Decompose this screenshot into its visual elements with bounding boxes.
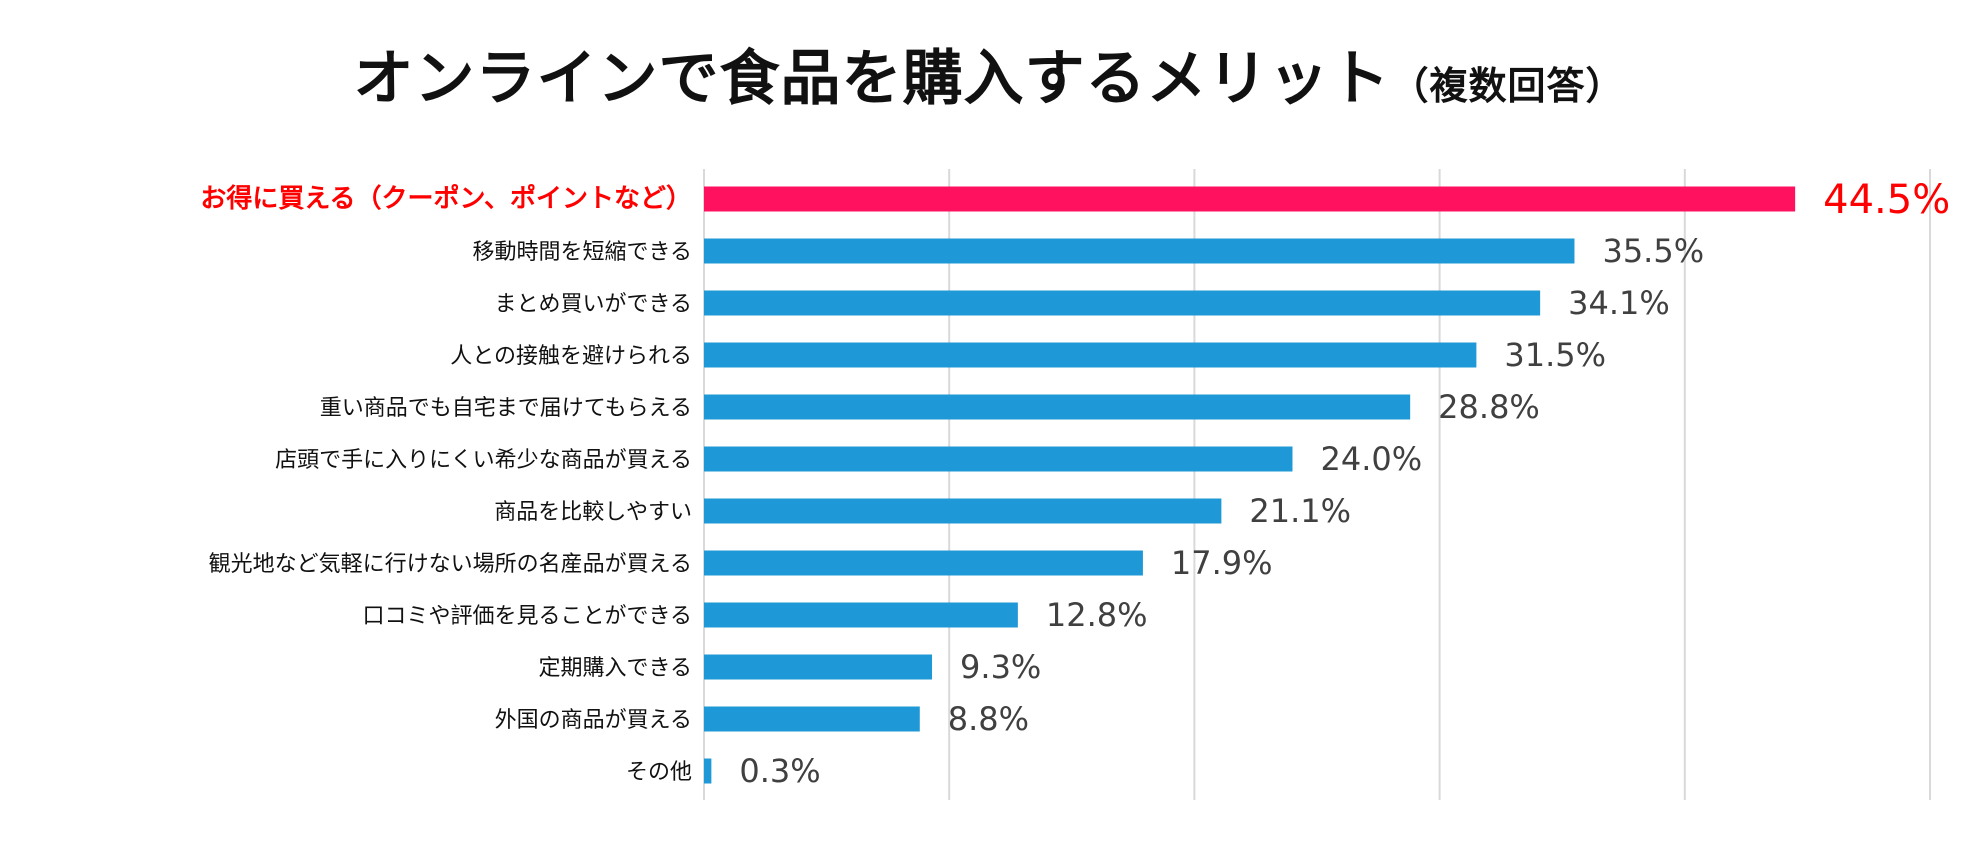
bar bbox=[704, 550, 1143, 576]
bar bbox=[704, 602, 1018, 628]
title-main: オンラインで食品を購入するメリット bbox=[353, 44, 1391, 114]
category-label: 口コミや評価を見ることができる bbox=[362, 604, 692, 629]
bar bbox=[704, 446, 1293, 472]
data-label: 34.1% bbox=[1568, 284, 1670, 322]
category-label: 移動時間を短縮できる bbox=[472, 240, 692, 265]
data-label: 12.8% bbox=[1046, 596, 1148, 634]
category-label: 外国の商品が買える bbox=[495, 708, 692, 733]
category-label: 重い商品でも自宅まで届けてもらえる bbox=[320, 396, 692, 421]
data-label: 17.9% bbox=[1171, 544, 1273, 582]
category-label: お得に買える（クーポン、ポイントなど） bbox=[200, 183, 692, 214]
data-label: 0.3% bbox=[739, 752, 820, 790]
bar bbox=[704, 394, 1411, 420]
bar bbox=[704, 186, 1796, 212]
category-label: 商品を比較しやすい bbox=[494, 500, 692, 525]
title-subtitle: （複数回答） bbox=[1390, 64, 1625, 108]
category-label: その他 bbox=[626, 760, 692, 785]
bar bbox=[704, 706, 920, 732]
bar bbox=[704, 498, 1222, 524]
category-label: 人との接触を避けられる bbox=[450, 344, 692, 369]
data-label: 8.8% bbox=[948, 700, 1029, 738]
category-label: 観光地など気軽に行けない場所の名産品が買える bbox=[209, 552, 692, 577]
data-label: 35.5% bbox=[1602, 232, 1704, 270]
data-label: 31.5% bbox=[1504, 336, 1606, 374]
category-label: 定期購入できる bbox=[538, 656, 692, 681]
data-label: 9.3% bbox=[960, 648, 1041, 686]
bar bbox=[704, 238, 1575, 264]
bar bbox=[704, 758, 712, 784]
chart-title: オンラインで食品を購入するメリット（複数回答） bbox=[0, 30, 1978, 117]
data-label: 21.1% bbox=[1249, 492, 1351, 530]
data-label: 44.5% bbox=[1823, 177, 1950, 223]
category-label: まとめ買いができる bbox=[494, 292, 692, 317]
bar bbox=[704, 342, 1477, 368]
data-label: 28.8% bbox=[1438, 388, 1540, 426]
category-label: 店頭で手に入りにくい希少な商品が買える bbox=[275, 448, 692, 473]
data-label: 24.0% bbox=[1320, 440, 1422, 478]
bar bbox=[704, 654, 933, 680]
bar bbox=[704, 290, 1541, 316]
